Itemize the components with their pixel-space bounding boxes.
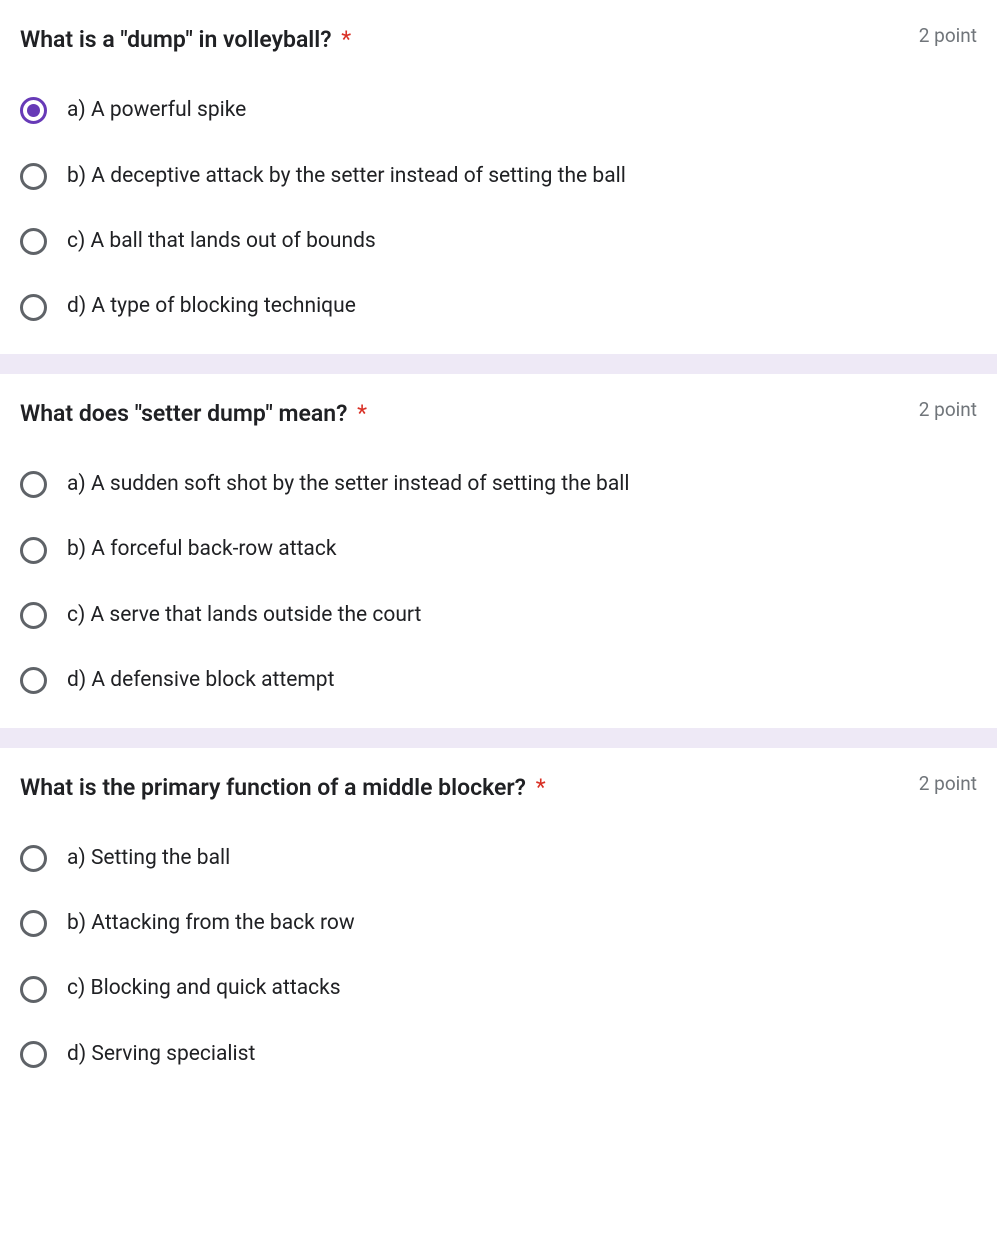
option-label: c) A ball that lands out of bounds — [67, 227, 376, 256]
question-title-text: What does "setter dump" mean? — [20, 400, 347, 427]
radio-button[interactable] — [20, 97, 47, 124]
question-header: What does "setter dump" mean? * 2 point — [20, 398, 977, 430]
option-row[interactable]: d) Serving specialist — [20, 1040, 977, 1069]
option-row[interactable]: c) Blocking and quick attacks — [20, 974, 977, 1003]
option-label: d) Serving specialist — [67, 1040, 255, 1069]
question-header: What is a "dump" in volleyball? * 2 point — [20, 24, 977, 56]
option-row[interactable]: b) A forceful back-row attack — [20, 535, 977, 564]
option-row[interactable]: a) A sudden soft shot by the setter inst… — [20, 470, 977, 499]
option-row[interactable]: b) Attacking from the back row — [20, 909, 977, 938]
option-row[interactable]: a) Setting the ball — [20, 844, 977, 873]
required-asterisk: * — [357, 400, 367, 427]
option-label: a) Setting the ball — [67, 844, 230, 873]
radio-button[interactable] — [20, 471, 47, 498]
radio-button[interactable] — [20, 163, 47, 190]
question-title: What does "setter dump" mean? * — [20, 398, 367, 430]
option-row[interactable]: a) A powerful spike — [20, 96, 977, 125]
radio-button[interactable] — [20, 667, 47, 694]
radio-button[interactable] — [20, 294, 47, 321]
option-row[interactable]: b) A deceptive attack by the setter inst… — [20, 162, 977, 191]
radio-button[interactable] — [20, 845, 47, 872]
radio-button[interactable] — [20, 910, 47, 937]
option-label: a) A sudden soft shot by the setter inst… — [67, 470, 629, 499]
option-label: a) A powerful spike — [67, 96, 246, 125]
question-card: What is a "dump" in volleyball? * 2 point… — [0, 0, 997, 354]
option-row[interactable]: c) A serve that lands outside the court — [20, 601, 977, 630]
question-card: What is the primary function of a middle… — [0, 748, 997, 1102]
question-header: What is the primary function of a middle… — [20, 772, 977, 804]
radio-inner-dot — [27, 104, 40, 117]
question-title-text: What is a "dump" in volleyball? — [20, 26, 332, 53]
options-list: a) Setting the ball b) Attacking from the… — [20, 844, 977, 1070]
points-label: 2 point — [919, 398, 977, 421]
required-asterisk: * — [536, 774, 546, 801]
radio-button[interactable] — [20, 976, 47, 1003]
options-list: a) A powerful spike b) A deceptive attack… — [20, 96, 977, 322]
points-label: 2 point — [919, 24, 977, 47]
option-label: c) A serve that lands outside the court — [67, 601, 421, 630]
option-label: d) A type of blocking technique — [67, 292, 356, 321]
separator — [0, 728, 997, 748]
separator — [0, 354, 997, 374]
points-label: 2 point — [919, 772, 977, 795]
option-label: c) Blocking and quick attacks — [67, 974, 341, 1003]
radio-button[interactable] — [20, 602, 47, 629]
question-title-text: What is the primary function of a middle… — [20, 774, 526, 801]
option-label: d) A defensive block attempt — [67, 666, 334, 695]
radio-button[interactable] — [20, 537, 47, 564]
question-title: What is a "dump" in volleyball? * — [20, 24, 351, 56]
radio-button[interactable] — [20, 228, 47, 255]
required-asterisk: * — [341, 26, 351, 53]
option-label: b) Attacking from the back row — [67, 909, 355, 938]
option-row[interactable]: c) A ball that lands out of bounds — [20, 227, 977, 256]
option-row[interactable]: d) A defensive block attempt — [20, 666, 977, 695]
radio-button[interactable] — [20, 1041, 47, 1068]
question-card: What does "setter dump" mean? * 2 point a)… — [0, 374, 997, 728]
option-row[interactable]: d) A type of blocking technique — [20, 292, 977, 321]
form-container: What is a "dump" in volleyball? * 2 point… — [0, 0, 997, 1101]
options-list: a) A sudden soft shot by the setter inst… — [20, 470, 977, 696]
option-label: b) A deceptive attack by the setter inst… — [67, 162, 626, 191]
question-title: What is the primary function of a middle… — [20, 772, 546, 804]
option-label: b) A forceful back-row attack — [67, 535, 337, 564]
